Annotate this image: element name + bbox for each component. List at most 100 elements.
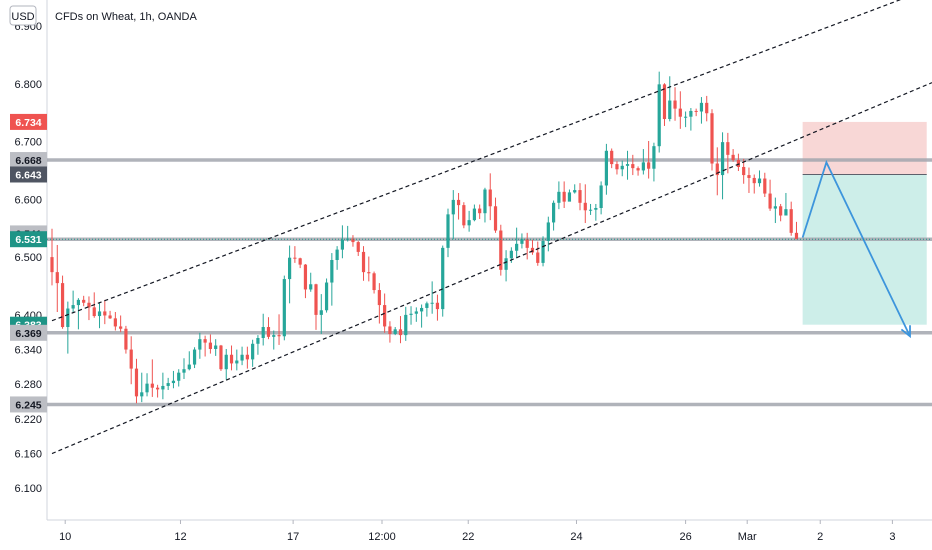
- candle-body: [493, 206, 498, 231]
- candle: [499, 224, 503, 276]
- candle-body: [668, 100, 672, 120]
- candle: [720, 132, 725, 200]
- candle: [108, 310, 112, 319]
- candle: [145, 373, 149, 397]
- candle-body: [673, 100, 677, 109]
- candle: [198, 332, 202, 359]
- candle-body: [282, 279, 286, 337]
- price-tag-value: 6.668: [15, 155, 41, 167]
- candle: [425, 301, 429, 317]
- candle-body: [182, 369, 186, 373]
- candle-body: [87, 302, 91, 308]
- candle: [129, 336, 133, 385]
- candle-body: [472, 208, 476, 221]
- candle-body: [388, 326, 392, 334]
- candle: [488, 173, 492, 221]
- x-tick-label: 12: [174, 531, 186, 543]
- candle: [567, 189, 572, 202]
- currency-badge[interactable]: USD: [9, 5, 37, 26]
- candle-body: [293, 257, 297, 259]
- candle-body: [235, 360, 239, 364]
- projection-line[interactable]: [801, 159, 911, 337]
- price-tag: 6.643: [10, 166, 47, 183]
- candle-body: [451, 199, 455, 215]
- candle: [314, 283, 318, 330]
- y-tick-label: 6.220: [14, 414, 42, 426]
- candle: [446, 208, 450, 258]
- candle-body: [324, 282, 329, 311]
- candle-body: [615, 164, 619, 170]
- candle-body: [604, 150, 608, 186]
- candle: [177, 369, 181, 387]
- candle: [150, 359, 154, 397]
- candle-body: [140, 392, 144, 397]
- candle: [784, 192, 788, 216]
- x-tick-label: 17: [287, 531, 299, 543]
- candle-body: [240, 354, 244, 361]
- candle: [552, 200, 556, 231]
- candle-body: [351, 238, 355, 243]
- candle: [657, 71, 661, 153]
- candle: [625, 150, 630, 180]
- y-tick-label: 6.600: [14, 194, 42, 206]
- position-tool[interactable]: [802, 121, 927, 325]
- candle-body: [103, 311, 107, 316]
- candle-body: [478, 208, 482, 214]
- price-tag: 6.734: [10, 113, 47, 130]
- channel-lower-line[interactable]: [51, 82, 932, 455]
- candle-body: [261, 327, 265, 338]
- candle-body: [742, 166, 746, 176]
- candle: [647, 140, 651, 179]
- candle: [705, 95, 709, 122]
- y-tick-label: 6.100: [14, 483, 42, 495]
- horizontal-levels[interactable]: [47, 158, 932, 407]
- candle-body: [509, 250, 513, 259]
- candle: [478, 204, 482, 219]
- projection-path[interactable]: [801, 159, 911, 339]
- candle: [757, 170, 762, 187]
- candle: [251, 339, 255, 367]
- candle: [266, 317, 271, 340]
- candle-body: [456, 199, 461, 206]
- candle: [187, 351, 191, 371]
- candle-body: [356, 242, 360, 252]
- candle: [631, 154, 635, 176]
- stop-loss-zone[interactable]: [802, 121, 927, 175]
- candle-body: [251, 343, 255, 360]
- candle-body: [361, 251, 366, 273]
- candle-body: [335, 249, 339, 260]
- candle: [282, 275, 286, 341]
- candle-body: [82, 299, 86, 303]
- candle: [235, 349, 239, 371]
- candle-body: [557, 191, 561, 203]
- price-tag-value: 6.531: [15, 234, 41, 246]
- currency-badge-box: [9, 5, 37, 26]
- candle: [604, 143, 608, 195]
- candle: [594, 203, 598, 221]
- candle-body: [599, 185, 603, 208]
- trend-channel[interactable]: [51, 0, 932, 455]
- candle: [493, 197, 498, 233]
- price-tag-box: [10, 166, 47, 183]
- candle-body: [430, 302, 434, 304]
- price-tag-box: [10, 113, 47, 130]
- candle-body: [647, 162, 651, 169]
- candle-body: [488, 189, 492, 207]
- candle: [113, 312, 117, 331]
- candle-body: [699, 102, 704, 112]
- candle-body: [145, 383, 149, 393]
- candle: [742, 158, 746, 184]
- candle-body: [266, 327, 271, 337]
- candle-body: [309, 284, 313, 290]
- candle-body: [504, 258, 508, 270]
- price-tag: 6.245: [10, 396, 47, 413]
- candle: [420, 304, 424, 328]
- candle-body: [171, 380, 176, 384]
- channel-upper-line[interactable]: [51, 0, 906, 322]
- take-profit-zone[interactable]: [802, 174, 927, 325]
- y-axis-ticks: 6.9006.8006.7006.6006.5006.4006.3406.280…: [14, 21, 42, 495]
- candle: [293, 246, 297, 263]
